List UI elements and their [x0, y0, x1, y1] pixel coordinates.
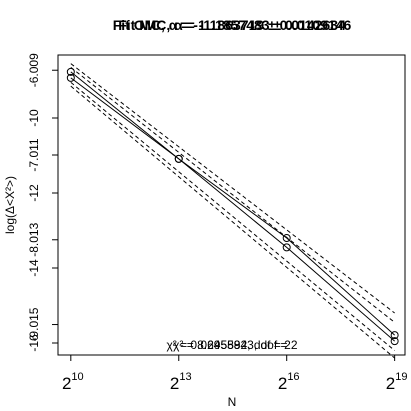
- x-tick-base: 2: [62, 374, 71, 393]
- chart-title: Fit OMC, α = -1.1857483 ± 0.0109146: [113, 17, 352, 33]
- confidence-band: [70, 63, 395, 314]
- data-point: [282, 234, 291, 242]
- y-tick-label: -8.013: [27, 222, 41, 256]
- data-point: [390, 337, 399, 346]
- confidence-band: [70, 85, 395, 359]
- data-point: [282, 243, 291, 252]
- y-tick-label: -6.009: [27, 53, 41, 87]
- chart-title: Fit MC, α = -1.1863719 ± 0.0142634: [118, 17, 346, 33]
- data-point: [390, 331, 399, 340]
- confidence-band: [70, 81, 395, 351]
- y-tick-label: -9.015: [27, 307, 41, 341]
- x-tick-power: 19: [395, 371, 407, 383]
- y-tick-label: -12: [27, 184, 41, 202]
- data-point: [66, 67, 75, 76]
- y-tick-label: -7.011: [27, 138, 41, 171]
- x-tick-label: 210: [62, 371, 84, 393]
- x-tick-power: 16: [287, 371, 299, 383]
- x-tick-label: 219: [386, 371, 408, 393]
- y-axis-label: log(Δ<X²>): [3, 176, 17, 234]
- x-tick-label: 213: [170, 371, 192, 393]
- fit-line: [70, 77, 395, 342]
- x-tick-base: 2: [170, 374, 179, 393]
- fit-note: χ² = 0.06955923, dof = 2: [166, 338, 297, 352]
- x-tick-base: 2: [278, 374, 287, 393]
- data-point: [174, 154, 183, 163]
- y-tick-label: -16: [27, 334, 41, 352]
- fit-note: χ² = 8.245884, dof = 2: [173, 338, 291, 352]
- x-tick-power: 10: [71, 371, 83, 383]
- fit-line: [70, 71, 395, 336]
- confidence-band: [70, 66, 395, 323]
- data-point: [66, 73, 75, 82]
- x-axis-label: N: [228, 395, 237, 409]
- y-tick-label: -14: [27, 259, 41, 277]
- x-tick-base: 2: [386, 374, 395, 393]
- plot-frame: [57, 54, 406, 356]
- y-tick-label: -10: [27, 109, 41, 127]
- x-tick-power: 13: [179, 371, 191, 383]
- x-tick-label: 216: [278, 371, 300, 393]
